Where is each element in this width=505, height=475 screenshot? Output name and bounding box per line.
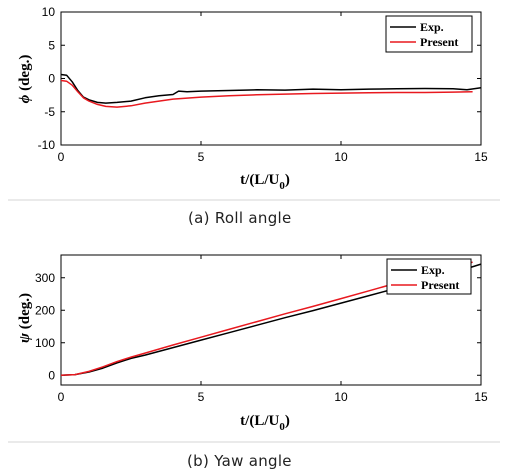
- legend-box: [385, 15, 473, 53]
- x-tick-label: 10: [334, 390, 348, 404]
- legend-label: Exp.: [420, 20, 444, 34]
- x-tick-label: 0: [58, 390, 65, 404]
- x-tick-label: 15: [474, 150, 488, 164]
- plot-frame: [60, 254, 482, 386]
- y-tick-label: 0: [48, 368, 55, 382]
- x-axis-label: t/(L/U0): [240, 413, 290, 433]
- x-tick-label: 5: [198, 150, 205, 164]
- caption-roll-angle: (a) Roll angle: [188, 209, 292, 227]
- y-tick-label: 10: [42, 5, 56, 19]
- legend-label: Present: [420, 35, 458, 49]
- y-tick-label: -5: [44, 105, 55, 119]
- legend-box: [386, 258, 472, 295]
- x-tick-label: 0: [58, 150, 65, 164]
- legend-label: Present: [421, 278, 459, 292]
- x-axis-label: t/(L/U0): [240, 172, 290, 192]
- series-line-exp: [60, 73, 482, 104]
- x-tick-label: 15: [474, 390, 488, 404]
- y-axis-label: ϕ (deg.): [17, 55, 33, 104]
- chart-1: 0 5 10 15 0 100 200 300 Exp.Present t/(L/U0) ψ (de…: [17, 254, 488, 433]
- y-tick-label: -10: [38, 138, 56, 152]
- series-line-present: [60, 79, 473, 108]
- legend-label: Exp.: [421, 263, 445, 277]
- x-tick-label: 10: [334, 150, 348, 164]
- caption-yaw-angle: (b) Yaw angle: [187, 452, 292, 470]
- x-tick-label: 5: [198, 390, 205, 404]
- y-tick-label: 5: [48, 38, 55, 52]
- y-tick-label: 0: [48, 72, 55, 86]
- chart-0: 0 5 10 15 -10 -5 0 5 10 Exp.Present t/(L/U0) ϕ (deg…: [17, 5, 488, 192]
- y-tick-label: 200: [35, 303, 55, 317]
- y-tick-label: 100: [35, 336, 55, 350]
- y-axis-label: ψ (deg.): [17, 293, 33, 343]
- y-tick-label: 300: [35, 271, 55, 285]
